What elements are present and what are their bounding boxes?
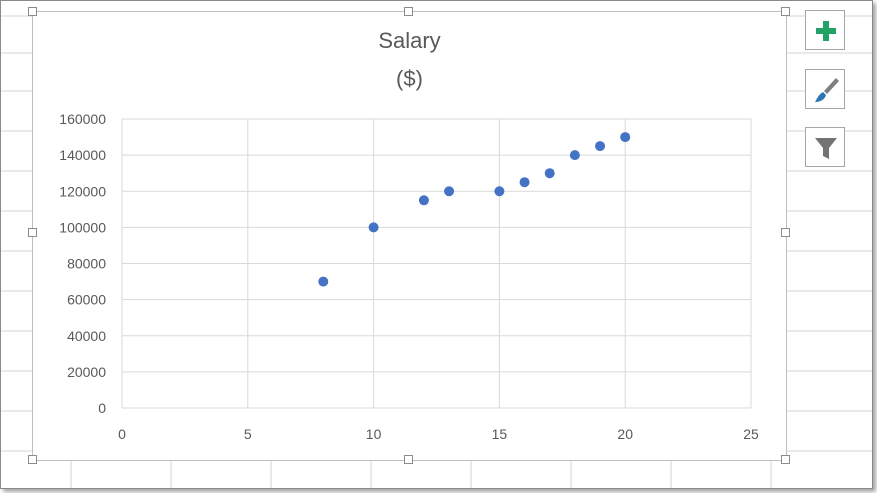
y-tick-label: 100000 — [59, 219, 106, 235]
data-point[interactable] — [444, 186, 455, 197]
chart-filters-button[interactable] — [805, 127, 845, 167]
paintbrush-icon — [815, 78, 839, 102]
resize-handle-bottom[interactable] — [404, 455, 413, 464]
data-point[interactable] — [494, 186, 505, 197]
data-point[interactable] — [544, 168, 555, 179]
y-tick-label: 0 — [98, 400, 106, 416]
plus-icon — [816, 21, 836, 41]
chart-subtitle[interactable]: ($) — [396, 66, 423, 91]
x-tick-label: 20 — [617, 426, 633, 442]
resize-handle-left[interactable] — [28, 228, 37, 237]
x-tick-label: 10 — [366, 426, 382, 442]
data-point[interactable] — [620, 132, 631, 143]
chart-elements-button[interactable] — [805, 10, 845, 50]
x-tick-label: 5 — [244, 426, 252, 442]
resize-handle-top-right[interactable] — [781, 7, 790, 16]
data-point[interactable] — [418, 195, 429, 206]
y-tick-label: 140000 — [59, 147, 106, 163]
y-tick-label: 160000 — [59, 111, 106, 127]
resize-handle-bottom-left[interactable] — [28, 455, 37, 464]
x-tick-label: 0 — [118, 426, 126, 442]
data-point[interactable] — [569, 150, 580, 161]
x-tick-label: 15 — [492, 426, 508, 442]
resize-handle-top[interactable] — [404, 7, 413, 16]
data-point[interactable] — [318, 276, 329, 287]
chart-styles-button[interactable] — [805, 69, 845, 109]
scatter-chart: 0 20000 40000 60000 80000 100000 120000 140000 1… — [59, 111, 759, 442]
resize-handle-bottom-right[interactable] — [781, 455, 790, 464]
resize-handle-top-left[interactable] — [28, 7, 37, 16]
resize-handle-right[interactable] — [781, 228, 790, 237]
y-tick-label: 40000 — [67, 328, 106, 344]
y-tick-label: 20000 — [67, 364, 106, 380]
data-point[interactable] — [595, 141, 606, 152]
data-point[interactable] — [368, 222, 379, 233]
chart-title[interactable]: Salary — [378, 28, 441, 53]
y-tick-label: 120000 — [59, 183, 106, 199]
y-tick-label: 60000 — [67, 292, 106, 308]
x-tick-label: 25 — [743, 426, 759, 442]
chart-area[interactable]: 0 20000 40000 60000 80000 100000 120000 140000 1… — [32, 11, 787, 461]
data-point[interactable] — [519, 177, 530, 188]
y-tick-label: 80000 — [67, 256, 106, 272]
filter-icon — [815, 138, 837, 159]
